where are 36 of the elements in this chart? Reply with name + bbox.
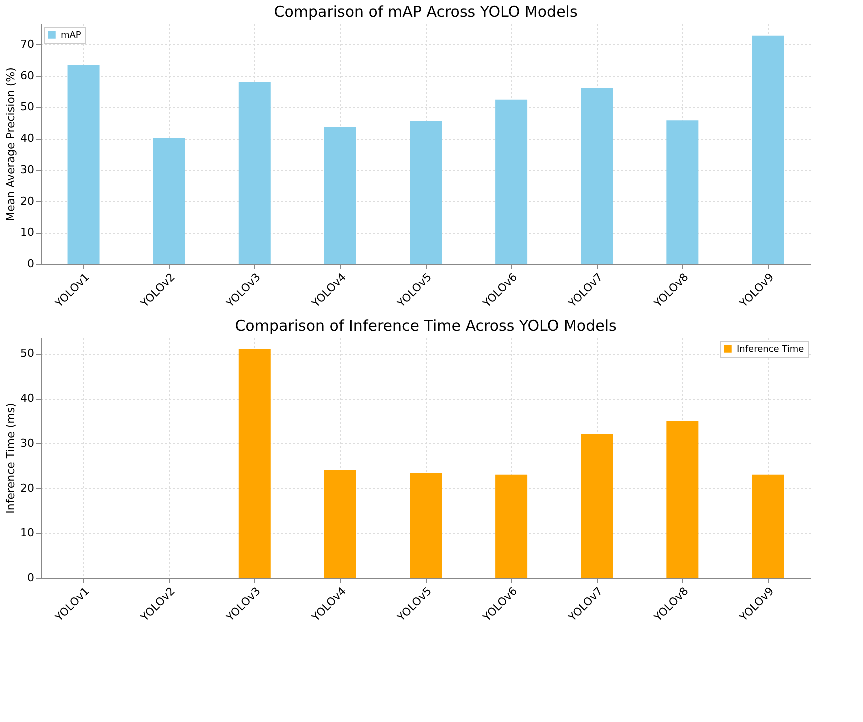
y-tick-label: 40 bbox=[20, 392, 34, 406]
y-tick-label: 10 bbox=[20, 226, 34, 240]
bar bbox=[666, 420, 699, 578]
bar bbox=[238, 349, 271, 578]
bar bbox=[581, 434, 614, 578]
bar bbox=[238, 82, 271, 264]
bar bbox=[752, 36, 784, 264]
bar bbox=[324, 470, 356, 578]
bar bbox=[496, 100, 528, 264]
chart-title: Comparison of mAP Across YOLO Models bbox=[274, 3, 578, 21]
legend-label: Inference Time bbox=[737, 345, 805, 355]
y-tick-label: 20 bbox=[20, 482, 34, 495]
bar bbox=[410, 120, 442, 264]
bar bbox=[410, 473, 442, 578]
y-tick-label: 30 bbox=[20, 163, 34, 176]
y-axis-title: Inference Time (ms) bbox=[4, 403, 18, 514]
y-tick-label: 40 bbox=[20, 132, 34, 146]
y-axis-title: Mean Average Precision (%) bbox=[4, 68, 18, 222]
chart-title: Comparison of Inference Time Across YOLO Models bbox=[235, 317, 617, 335]
bar bbox=[496, 474, 528, 578]
y-tick-label: 50 bbox=[20, 100, 34, 114]
y-tick-label: 10 bbox=[20, 526, 34, 540]
y-tick-label: 20 bbox=[20, 194, 34, 208]
y-tick-label: 0 bbox=[28, 572, 34, 584]
bar bbox=[153, 138, 186, 264]
y-tick-label: 50 bbox=[20, 347, 34, 360]
bar bbox=[324, 128, 356, 264]
y-tick-label: 0 bbox=[28, 258, 34, 270]
y-tick-label: 70 bbox=[20, 38, 34, 51]
bar bbox=[752, 474, 784, 578]
bar bbox=[666, 120, 699, 264]
bar bbox=[581, 88, 614, 264]
y-tick-label: 30 bbox=[20, 436, 34, 450]
bar bbox=[68, 65, 100, 264]
y-tick-label: 60 bbox=[20, 69, 34, 82]
legend-label: mAP bbox=[61, 31, 82, 41]
